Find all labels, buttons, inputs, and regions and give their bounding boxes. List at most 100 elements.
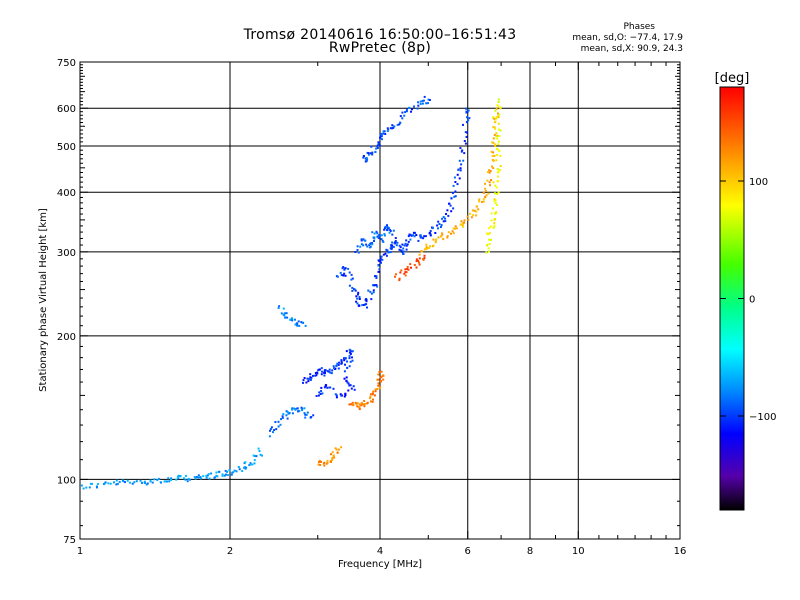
data-point (404, 271, 407, 274)
data-point (269, 428, 272, 431)
data-point (499, 154, 502, 157)
data-point (370, 145, 373, 148)
data-point (426, 247, 429, 249)
data-point (388, 231, 391, 234)
data-point (495, 132, 498, 135)
data-point (485, 251, 488, 254)
data-point (124, 481, 126, 484)
data-point (377, 373, 380, 376)
data-point (378, 387, 381, 390)
data-point (493, 198, 496, 201)
data-point (363, 403, 366, 405)
data-point (298, 409, 301, 412)
data-point (368, 244, 371, 246)
data-point (442, 238, 445, 241)
data-point (463, 152, 466, 155)
data-point (380, 255, 383, 258)
data-point (392, 125, 395, 128)
data-point (80, 484, 83, 487)
data-point (348, 403, 351, 406)
data-point (253, 459, 256, 462)
data-point (376, 235, 379, 238)
data-point (419, 100, 422, 103)
data-point (221, 473, 224, 476)
data-point (224, 469, 227, 472)
data-point (444, 217, 447, 220)
data-point (454, 195, 457, 198)
data-point (361, 304, 364, 307)
data-point (164, 480, 167, 483)
data-point (377, 141, 380, 144)
data-point (361, 238, 364, 241)
data-point (373, 284, 376, 287)
data-point (335, 448, 338, 451)
data-point (344, 394, 347, 397)
data-point (286, 316, 289, 319)
data-point (336, 275, 339, 278)
data-point (268, 435, 271, 438)
data-point (355, 295, 358, 298)
data-point (486, 232, 489, 235)
data-point (324, 369, 327, 372)
data-point (365, 298, 368, 301)
data-point (315, 374, 318, 377)
data-point (113, 481, 115, 484)
data-point (378, 370, 381, 373)
data-point (340, 394, 343, 397)
data-point (337, 364, 340, 366)
data-point (429, 230, 432, 232)
data-point (371, 242, 374, 245)
data-point (312, 414, 315, 417)
y-tick-label: 500 (57, 142, 76, 153)
data-point (280, 312, 283, 315)
data-point (158, 477, 161, 480)
data-point (425, 243, 428, 246)
data-point (382, 374, 385, 377)
data-point (376, 144, 379, 147)
data-point (227, 474, 229, 477)
data-point (296, 407, 299, 410)
data-point (392, 229, 395, 232)
data-point (231, 471, 234, 474)
data-point (365, 157, 368, 159)
data-point (482, 200, 485, 203)
data-point (442, 220, 445, 223)
data-point (310, 376, 313, 379)
data-point (319, 461, 322, 463)
data-point (428, 231, 431, 234)
data-point (216, 475, 219, 478)
data-point (473, 209, 476, 212)
data-point (344, 274, 347, 277)
data-point (223, 474, 226, 477)
data-point (465, 135, 468, 138)
data-point (332, 387, 335, 390)
data-point (372, 291, 375, 294)
data-point (401, 117, 404, 120)
data-point (380, 234, 383, 237)
data-point (193, 476, 196, 479)
data-point (346, 381, 349, 384)
data-point (469, 212, 472, 215)
data-point (338, 361, 341, 364)
data-point (412, 231, 415, 234)
data-point (465, 107, 467, 110)
data-point (492, 137, 495, 140)
data-point (351, 286, 354, 289)
data-point (197, 474, 200, 477)
data-point (248, 464, 251, 467)
data-point (417, 101, 420, 104)
data-point (187, 477, 190, 480)
data-point (301, 407, 304, 410)
data-point (428, 247, 430, 249)
data-point (374, 275, 376, 278)
data-point (371, 400, 374, 403)
data-point (232, 471, 235, 474)
data-point (492, 159, 495, 162)
data-point (315, 395, 318, 397)
data-point (491, 141, 494, 144)
colorbar-ticks: 100 0 −100 (720, 177, 776, 423)
data-point (179, 475, 182, 478)
data-point (369, 245, 372, 248)
data-point (167, 477, 170, 480)
data-point (328, 368, 331, 371)
